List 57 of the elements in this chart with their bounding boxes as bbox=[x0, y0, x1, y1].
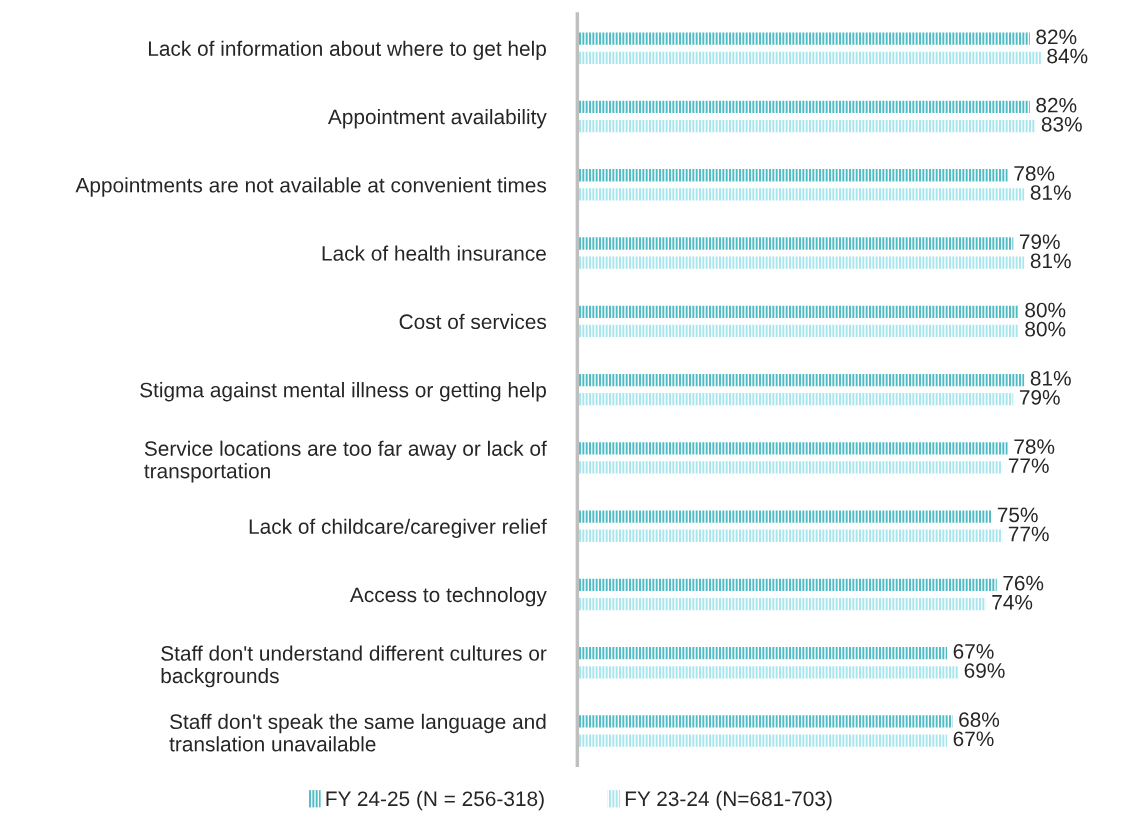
bar bbox=[577, 169, 1008, 182]
bar bbox=[577, 715, 953, 728]
data-label: 74% bbox=[992, 594, 1033, 610]
data-label: 81% bbox=[1030, 185, 1071, 200]
bar bbox=[577, 373, 1025, 387]
bar bbox=[577, 666, 959, 679]
bar bbox=[577, 100, 1030, 114]
bar bbox=[577, 461, 1003, 474]
bar bbox=[577, 188, 1025, 201]
data-label: 78% bbox=[1014, 166, 1055, 181]
data-label: 75% bbox=[997, 507, 1038, 523]
bar bbox=[577, 647, 948, 660]
data-label: 68% bbox=[959, 712, 1000, 728]
data-label: 82% bbox=[1036, 29, 1077, 45]
legend-label: FY 24-25 (N = 256-318) bbox=[326, 790, 544, 811]
y-tick-label: Cost of services bbox=[399, 313, 547, 330]
bar bbox=[577, 324, 1019, 338]
bar bbox=[577, 32, 1030, 45]
y-tick-label: Appointment availability bbox=[327, 108, 547, 129]
data-label: 78% bbox=[1014, 439, 1055, 454]
y-tick-label: Staff don't speak the same language and translation unavailable bbox=[169, 713, 546, 752]
data-label: 81% bbox=[1030, 253, 1071, 269]
legend-label: FY 23-24 (N=681-703) bbox=[625, 790, 832, 811]
data-label: 79% bbox=[1019, 234, 1060, 250]
data-label: 83% bbox=[1041, 116, 1082, 132]
bar bbox=[577, 393, 1014, 406]
y-tick-label: Lack of health insurance bbox=[322, 245, 546, 261]
data-label: 79% bbox=[1019, 390, 1060, 405]
bar bbox=[577, 237, 1014, 250]
bar bbox=[577, 529, 1003, 542]
data-label: 76% bbox=[1003, 575, 1044, 591]
data-label: 82% bbox=[1036, 97, 1077, 113]
data-label: 69% bbox=[964, 663, 1005, 678]
y-tick-label: Staff don't understand different cultures or backgrounds bbox=[161, 645, 547, 688]
data-label: 67% bbox=[953, 644, 994, 659]
data-label: 80% bbox=[1025, 302, 1066, 318]
y-tick-label: Service locations are too far away or lack of transportation bbox=[144, 440, 547, 483]
data-label: 67% bbox=[953, 731, 994, 747]
data-label: 80% bbox=[1025, 321, 1066, 337]
bar bbox=[577, 597, 986, 611]
bar bbox=[577, 256, 1025, 269]
data-label: 84% bbox=[1047, 48, 1088, 64]
bar bbox=[577, 578, 997, 592]
bar bbox=[577, 51, 1041, 64]
y-tick-label: Stigma against mental illness or getting help bbox=[140, 382, 546, 402]
bar bbox=[577, 305, 1019, 318]
data-label: 81% bbox=[1030, 370, 1071, 386]
data-label: 77% bbox=[1008, 526, 1049, 542]
y-tick-label: Lack of information about where to get help bbox=[148, 40, 546, 61]
bar bbox=[577, 119, 1036, 133]
bar bbox=[577, 734, 948, 747]
y-tick-label: Appointments are not available at convenient times bbox=[75, 177, 547, 197]
bar bbox=[577, 510, 992, 523]
y-tick-label: Lack of childcare/caregiver relief bbox=[249, 518, 547, 539]
bar bbox=[577, 442, 1008, 455]
data-label: 77% bbox=[1008, 458, 1049, 473]
y-tick-label: Access to technology bbox=[349, 586, 547, 607]
